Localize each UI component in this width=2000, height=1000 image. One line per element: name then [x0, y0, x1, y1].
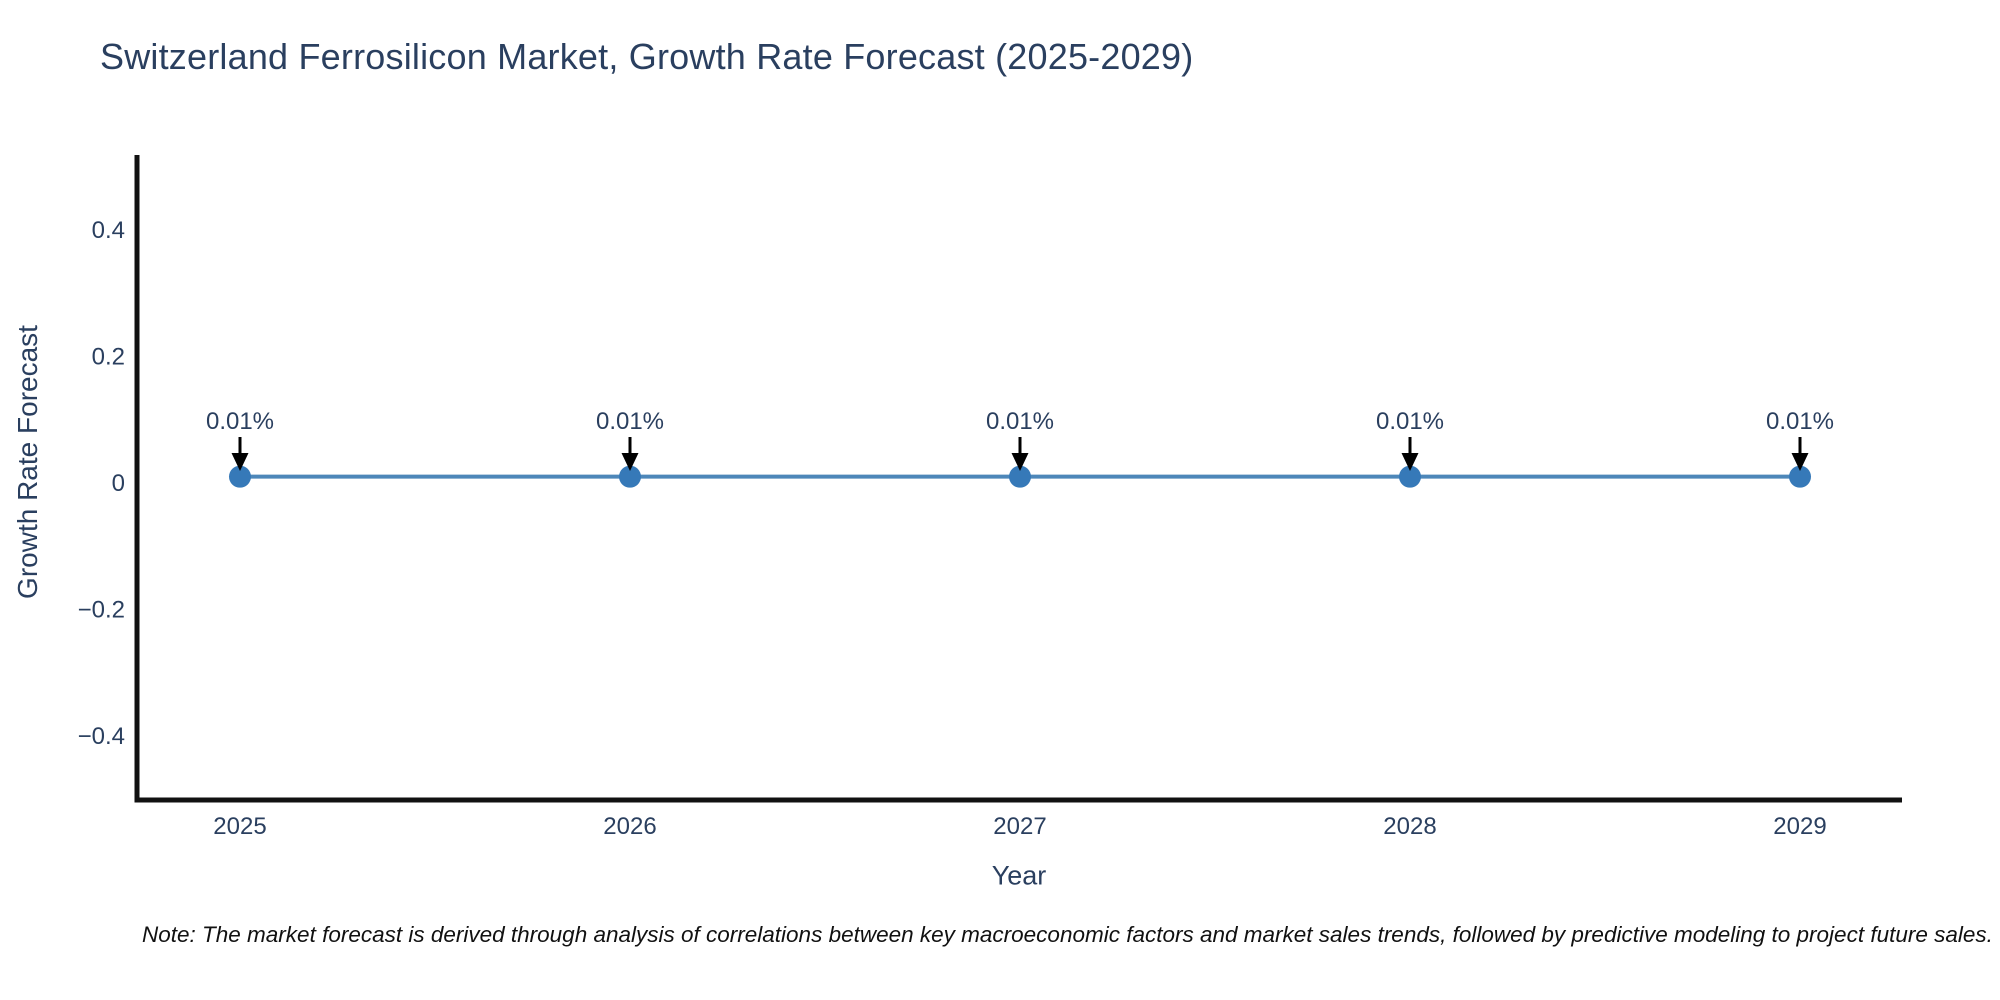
data-point-marker[interactable]: [1399, 465, 1421, 488]
y-tick-label: −0.4: [78, 723, 125, 750]
data-point-marker[interactable]: [619, 465, 641, 488]
annotation-arrow-head: [1401, 453, 1419, 471]
point-annotation-label: 0.01%: [206, 408, 274, 435]
y-tick-label: −0.2: [78, 597, 125, 624]
chart-title: Switzerland Ferrosilicon Market, Growth …: [100, 36, 1194, 77]
y-tick-label: 0.4: [92, 217, 125, 244]
x-tick-label: 2027: [993, 813, 1046, 840]
annotation-arrow-head: [1791, 453, 1809, 471]
x-axis-line: [134, 797, 1902, 803]
point-annotation-label: 0.01%: [1766, 408, 1834, 435]
data-point-marker[interactable]: [1789, 465, 1811, 488]
point-annotation-label: 0.01%: [1376, 408, 1444, 435]
data-point-marker[interactable]: [1009, 465, 1031, 488]
annotation-arrow-head: [231, 453, 249, 471]
x-tick-label: 2028: [1383, 813, 1436, 840]
x-tick-label: 2029: [1773, 813, 1826, 840]
footnote: Note: The market forecast is derived thr…: [142, 922, 1993, 947]
y-tick-label: 0.2: [92, 344, 125, 371]
y-tick-label: 0: [112, 470, 125, 497]
data-point-marker[interactable]: [229, 465, 251, 488]
point-annotation-label: 0.01%: [986, 408, 1054, 435]
x-tick-label: 2025: [213, 813, 266, 840]
x-axis-title: Year: [991, 860, 1047, 891]
point-annotation-label: 0.01%: [596, 408, 664, 435]
x-tick-label: 2026: [603, 813, 656, 840]
annotation-arrow-head: [621, 453, 639, 471]
annotation-arrow-head: [1011, 453, 1029, 471]
y-axis-line: [134, 155, 140, 803]
